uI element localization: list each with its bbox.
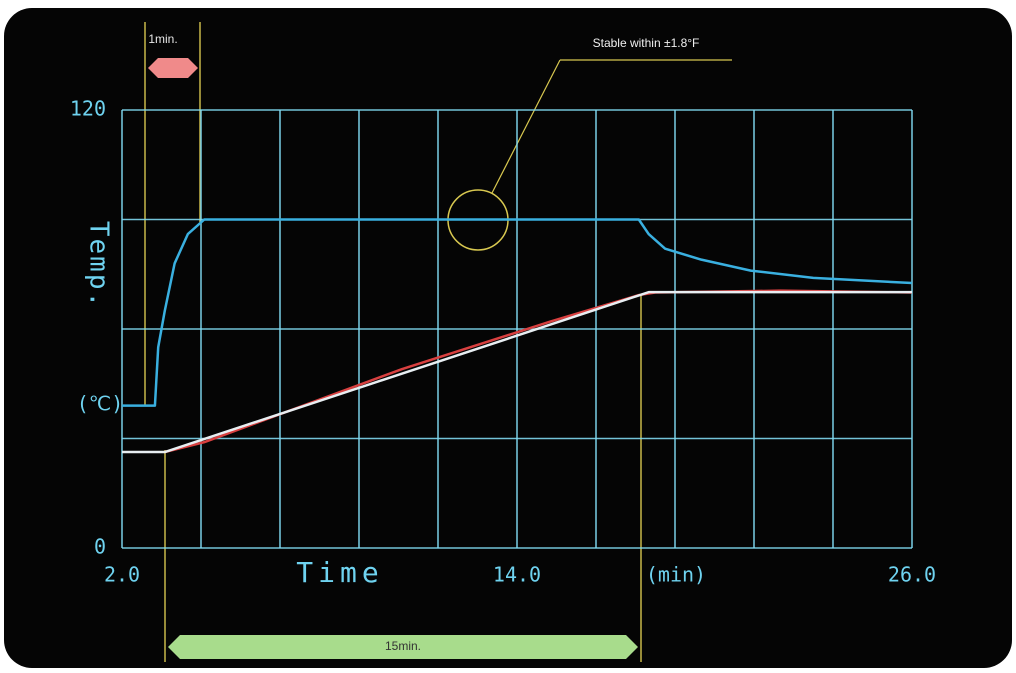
x-unit: (min) (646, 563, 706, 587)
x-tick-label: 26.0 (888, 563, 936, 587)
x-tick-label: 2.0 (104, 563, 140, 587)
data-line (122, 218, 913, 407)
one-min-marker (148, 58, 198, 78)
annotation: 15min. (385, 639, 421, 653)
fifteen-min-marker (168, 635, 638, 659)
y-axis-label: Temp. (84, 221, 114, 309)
y-unit: (℃) (77, 392, 124, 416)
x-tick-label: 14.0 (493, 563, 541, 587)
y-tick-label: 0 (94, 535, 106, 559)
y-tick-label: 120 (70, 97, 106, 121)
x-axis-label: Time (296, 556, 383, 589)
annotation-leader (491, 59, 561, 194)
annotation: Stable within ±1.8°F (593, 36, 700, 50)
annotation: 1min. (148, 32, 177, 46)
data-line (122, 290, 912, 454)
